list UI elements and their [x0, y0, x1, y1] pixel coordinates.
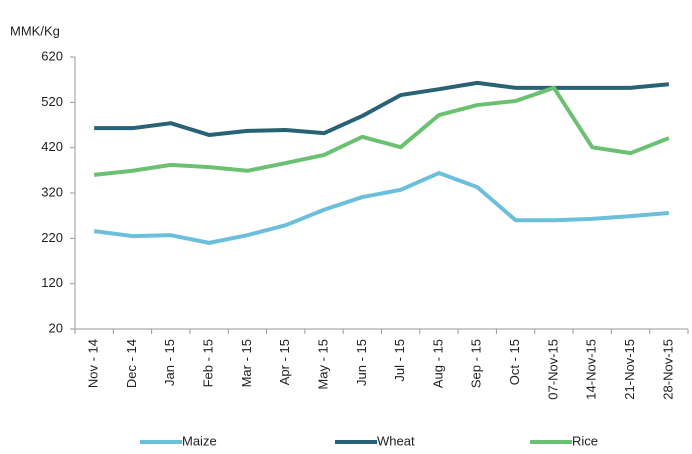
y-tick-label: 20	[49, 320, 63, 335]
legend-label: Maize	[182, 433, 217, 448]
x-tick-label: Oct - 15	[507, 339, 522, 385]
x-tick-label: Apr - 15	[277, 339, 292, 385]
x-tick-label: Dec - 14	[124, 339, 139, 388]
x-tick-label: 14-Nov-15	[584, 339, 599, 400]
x-tick-label: Jan - 15	[162, 339, 177, 386]
x-tick-label: Feb - 15	[201, 339, 216, 387]
line-series	[94, 80, 670, 137]
y-tick-label: 320	[41, 184, 63, 199]
y-tick-label: 220	[41, 230, 63, 245]
x-tick-label: 21-Nov-15	[622, 339, 637, 400]
x-tick-label: 28-Nov-15	[660, 339, 675, 400]
y-axis-label: MMK/Kg	[10, 23, 60, 38]
line-series	[93, 85, 670, 177]
x-tick-label: Sep - 15	[469, 339, 484, 388]
line-series	[93, 171, 670, 245]
x-tick-label: 07-Nov-15	[545, 339, 560, 400]
x-tick-label: May - 15	[315, 339, 330, 390]
x-tick-label: Jun - 15	[354, 339, 369, 386]
y-tick-label: 420	[41, 139, 63, 154]
legend-label: Wheat	[377, 433, 415, 448]
y-tick-label: 120	[41, 275, 63, 290]
x-tick-label: Aug - 15	[430, 339, 445, 388]
y-tick-label: 620	[41, 48, 63, 63]
legend-label: Rice	[572, 433, 598, 448]
y-tick-label: 520	[41, 94, 63, 109]
x-tick-label: Jul - 15	[392, 339, 407, 382]
x-tick-label: Nov - 14	[86, 339, 101, 388]
x-tick-label: Mar - 15	[239, 339, 254, 387]
